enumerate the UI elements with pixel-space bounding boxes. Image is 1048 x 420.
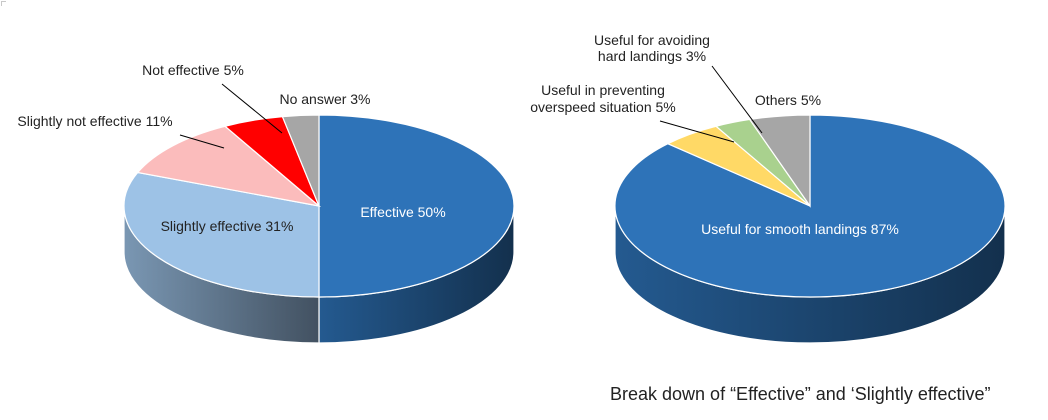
- pie-slice-3: [136, 125, 322, 207]
- pie-chart-1: Effective 50% Slightly effective 31% Sligh…: [17, 62, 515, 344]
- slice-label-4: Others 5%: [755, 92, 821, 108]
- leader-line-3: [179, 134, 225, 149]
- pie-slice-4: [748, 114, 811, 208]
- slice-label-4: Not effective 5%: [142, 62, 244, 78]
- slice-label-1: Useful for smooth landings 87%: [701, 221, 899, 237]
- chart-caption: Break down of “Effective” and ‘Slightly …: [610, 384, 991, 404]
- leader-line-2: [659, 120, 735, 143]
- pie-slice-2: [123, 171, 320, 298]
- pie-chart-2: Useful for smooth landings 87% Useful in …: [530, 32, 1006, 344]
- leader-line-3: [711, 65, 763, 134]
- corner-mark: [1, 1, 6, 6]
- slice-label-2: Slightly effective 31%: [161, 218, 294, 234]
- slice-label-1: Effective 50%: [360, 204, 445, 220]
- slice-label-5: No answer 3%: [279, 91, 370, 107]
- leader-line-4: [221, 83, 283, 134]
- slice-label-3: Useful for avoiding hard landings 3%: [594, 32, 710, 64]
- pie-slice-1: [318, 114, 515, 298]
- pie-slice-5: [281, 114, 320, 207]
- slice-label-2: Useful in preventing overspeed situation …: [530, 82, 676, 115]
- slice-label-3: Slightly not effective 11%: [17, 113, 172, 129]
